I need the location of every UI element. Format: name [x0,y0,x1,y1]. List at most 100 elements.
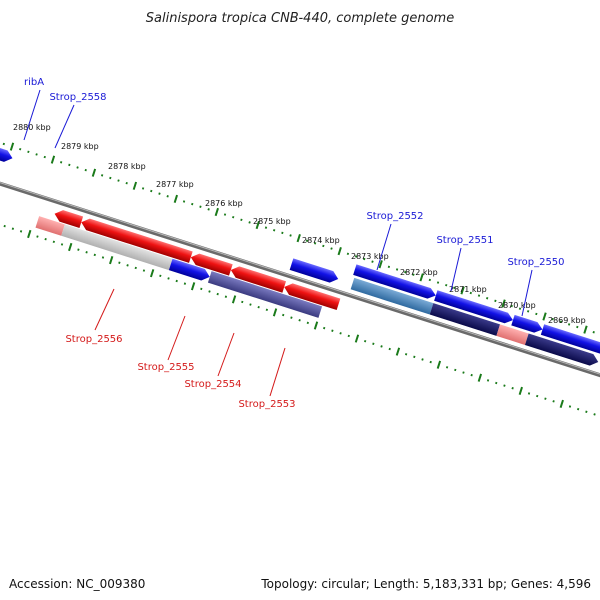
reverse-gene-arrow [284,283,341,311]
forward-minor-tick [117,179,120,182]
reverse-minor-tick [454,368,457,372]
reverse-minor-tick [257,305,260,309]
reverse-minor-tick [503,384,506,387]
forward-minor-tick [559,320,563,323]
reverse-major-tick [149,269,155,278]
forward-minor-tick [526,310,530,313]
forward-minor-tick [551,317,554,321]
forward-major-tick [583,325,588,334]
tick-label: 2879 kbp [61,142,99,151]
reverse-minor-tick [224,295,228,298]
forward-major-tick [296,233,301,243]
reverse-major-tick [354,334,360,343]
reverse-major-tick [395,347,401,356]
reverse-minor-tick [200,287,203,291]
reverse-minor-tick [495,381,498,385]
reverse-minor-tick [101,256,105,259]
forward-minor-tick [404,270,407,274]
reverse-major-tick [518,386,523,395]
forward-minor-tick [453,286,456,290]
forward-minor-tick [240,218,243,222]
forward-minor-tick [264,226,268,229]
reverse-gene-arrow [61,224,173,271]
reverse-minor-tick [388,347,391,351]
reverse-minor-tick [585,410,588,413]
genome-summary: Topology: circular; Length: 5,183,331 bp… [261,577,591,591]
reverse-minor-tick [208,290,211,293]
reverse-gene-arrow [54,210,84,228]
forward-minor-tick [371,260,374,263]
forward-major-tick [9,142,15,151]
forward-major-tick [460,286,465,295]
forward-minor-tick [43,155,46,159]
reverse-minor-tick [167,277,170,280]
forward-minor-tick [322,244,325,248]
forward-major-tick [173,194,179,203]
forward-minor-tick [289,234,292,237]
forward-major-tick [501,299,506,308]
reverse-minor-tick [429,360,432,364]
reverse-minor-tick [462,371,465,374]
gene-label-reverse: Strop_2553 [238,399,295,410]
reverse-minor-tick [19,230,23,233]
forward-minor-tick [535,312,538,316]
forward-minor-tick [223,213,227,216]
gene-label-forward: Strop_2558 [49,92,106,103]
forward-minor-tick [313,242,317,245]
reverse-major-tick [313,321,319,330]
forward-major-tick [378,260,383,269]
tick-label: 2874 kbp [302,236,340,245]
forward-gene-arrow [524,333,599,366]
forward-minor-tick [354,255,358,258]
gene-label-forward: Strop_2552 [366,211,423,222]
reverse-minor-tick [544,397,547,400]
forward-gene-arrow [434,290,513,324]
tick-label: 2869 kbp [548,316,586,325]
leader-line [521,269,533,317]
gene-labels: ribA Strop_2558 Strop_2552 Strop_2551 Strop_… [23,77,565,410]
leader-line [269,347,286,397]
reverse-minor-tick [85,251,88,254]
forward-minor-tick [576,325,579,329]
reverse-major-tick [27,229,32,239]
forward-minor-tick [2,142,5,146]
forward-minor-tick [100,174,104,177]
forward-minor-tick [158,192,161,195]
forward-gene-arrow [350,277,434,315]
reverse-minor-tick [134,266,137,270]
forward-minor-tick [486,297,489,300]
reverse-minor-tick [241,300,244,304]
forward-minor-tick [207,208,210,211]
forward-minor-tick [592,331,595,334]
tick-labels: 2880 kbp 2879 kbp 2878 kbp 2877 kbp 2876 kbp… [13,123,586,325]
forward-minor-tick [76,166,79,169]
reverse-minor-tick [3,224,6,228]
reverse-minor-tick [363,339,367,343]
reverse-minor-tick [486,379,490,382]
reverse-minor-tick [445,366,449,369]
reverse-minor-tick [52,240,55,244]
forward-minor-tick [477,294,481,297]
forward-minor-tick [387,265,391,269]
reverse-minor-tick [413,355,416,359]
forward-minor-tick [27,150,30,154]
forward-minor-tick [445,283,448,287]
leader-line [23,89,41,141]
reverse-tick-track [3,224,596,416]
tick-label: 2873 kbp [351,252,389,261]
forward-minor-tick [199,205,202,208]
forward-tick-track [2,142,595,334]
reverse-gene-arrow [230,266,287,293]
reverse-minor-tick [331,329,334,332]
forward-gene-arrow [429,303,501,336]
forward-minor-tick [428,278,431,282]
leader-line [217,332,235,377]
reverse-minor-tick [372,342,375,346]
reverse-minor-tick [249,303,252,306]
genome-backbone [0,152,600,400]
forward-minor-tick [166,195,169,198]
forward-gene-arrow [289,258,339,283]
reverse-gene-arrow [190,253,233,276]
leader-line [94,288,115,331]
reverse-minor-tick [183,282,187,285]
